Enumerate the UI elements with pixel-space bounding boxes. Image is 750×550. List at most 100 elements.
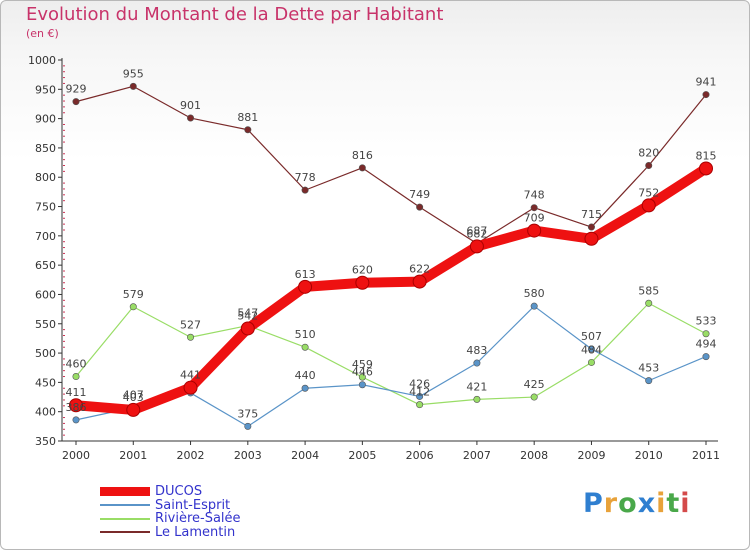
y-tick-label: 500 — [35, 347, 56, 360]
data-point — [72, 98, 80, 106]
chart-title: Evolution du Montant de la Dette par Hab… — [26, 4, 444, 25]
x-tick-label: 2011 — [692, 449, 720, 462]
legend-swatch — [100, 487, 150, 497]
legend-swatch — [100, 504, 150, 507]
data-label: 682 — [466, 227, 487, 240]
data-point — [530, 204, 538, 212]
series-line-le-lamentin — [75, 85, 707, 245]
data-label: 542 — [237, 309, 258, 322]
y-tick-label: 1000 — [28, 54, 56, 67]
data-label: 386 — [66, 401, 87, 414]
data-point — [416, 203, 424, 211]
data-label: 820 — [638, 147, 659, 160]
data-label: 752 — [638, 186, 659, 199]
y-tick-label: 800 — [35, 171, 56, 184]
data-point — [301, 384, 309, 392]
data-label: 622 — [409, 263, 430, 276]
data-point — [240, 321, 255, 336]
data-point — [69, 398, 83, 413]
data-label: 446 — [352, 366, 373, 379]
data-point — [702, 353, 710, 361]
data-label: 901 — [180, 99, 201, 112]
x-tick-label: 2002 — [177, 449, 205, 462]
legend-label: Saint-Esprit — [155, 497, 231, 513]
data-point — [530, 393, 538, 401]
data-point — [645, 162, 653, 170]
data-point — [358, 373, 366, 381]
data-label: 507 — [581, 330, 602, 343]
x-tick-label: 2005 — [348, 449, 376, 462]
logo-letter: x — [637, 488, 657, 519]
data-label: 547 — [237, 307, 258, 320]
series-line-ducos — [75, 164, 709, 415]
legend-item: Saint-Esprit — [100, 499, 241, 513]
y-tick-label: 700 — [35, 230, 56, 243]
data-label: 929 — [66, 83, 87, 96]
y-tick-label: 750 — [35, 201, 56, 214]
data-point — [244, 126, 252, 134]
logo-letter: o — [618, 488, 638, 519]
y-tick-label: 850 — [35, 142, 56, 155]
data-point — [358, 381, 366, 389]
x-tick-label: 2004 — [291, 449, 319, 462]
data-point — [587, 345, 595, 353]
data-label: 778 — [295, 171, 316, 184]
data-label: 412 — [409, 386, 430, 399]
data-label: 580 — [524, 287, 545, 300]
y-tick-label: 450 — [35, 376, 56, 389]
legend-swatch — [100, 531, 150, 534]
data-point — [244, 422, 252, 430]
data-label: 494 — [696, 338, 717, 351]
data-label: 941 — [696, 76, 717, 89]
data-label: 483 — [466, 344, 487, 357]
data-point — [412, 274, 427, 289]
series-line-rivi-re-sal-e — [75, 302, 707, 406]
x-tick-label: 2007 — [463, 449, 491, 462]
data-point — [469, 239, 484, 254]
data-label: 613 — [295, 268, 316, 281]
legend-swatch — [100, 517, 150, 520]
y-tick-label: 650 — [35, 259, 56, 272]
proxiti-logo: Proxiti — [583, 488, 691, 519]
data-label: 403 — [123, 391, 144, 404]
x-tick-label: 2010 — [635, 449, 663, 462]
x-tick-label: 2006 — [406, 449, 434, 462]
data-label: 881 — [237, 111, 258, 124]
data-point — [72, 373, 80, 381]
data-label: 453 — [638, 362, 659, 375]
data-point — [301, 343, 309, 351]
data-label: 421 — [466, 380, 487, 393]
legend-label: Rivière-Salée — [155, 511, 241, 527]
data-label: 441 — [180, 369, 201, 382]
data-label: 533 — [696, 315, 717, 328]
data-label: 440 — [295, 369, 316, 382]
x-tick-label: 2000 — [62, 449, 90, 462]
data-point — [473, 359, 481, 367]
data-label: 425 — [524, 378, 545, 391]
data-point — [527, 223, 542, 238]
data-point — [301, 186, 309, 194]
data-label: 748 — [524, 189, 545, 202]
x-tick-label: 2008 — [520, 449, 548, 462]
data-point — [187, 333, 195, 341]
legend-label: DUCOS — [155, 484, 203, 500]
y-tick-label: 550 — [35, 318, 56, 331]
legend-item: Rivière-Salée — [100, 512, 241, 526]
data-point — [645, 377, 653, 385]
data-label: 375 — [237, 407, 258, 420]
data-label: 459 — [352, 358, 373, 371]
data-point — [530, 302, 538, 310]
data-point — [645, 299, 653, 307]
data-point — [183, 380, 198, 395]
y-tick-label: 950 — [35, 83, 56, 96]
data-point — [129, 303, 137, 311]
data-point — [129, 82, 137, 90]
data-point — [641, 198, 656, 213]
data-label: 815 — [696, 149, 717, 162]
data-label: 411 — [66, 386, 87, 399]
data-point — [355, 275, 370, 290]
data-point — [699, 161, 713, 176]
logo-letter: t — [666, 488, 681, 519]
data-point — [358, 164, 366, 172]
data-label: 709 — [524, 212, 545, 225]
